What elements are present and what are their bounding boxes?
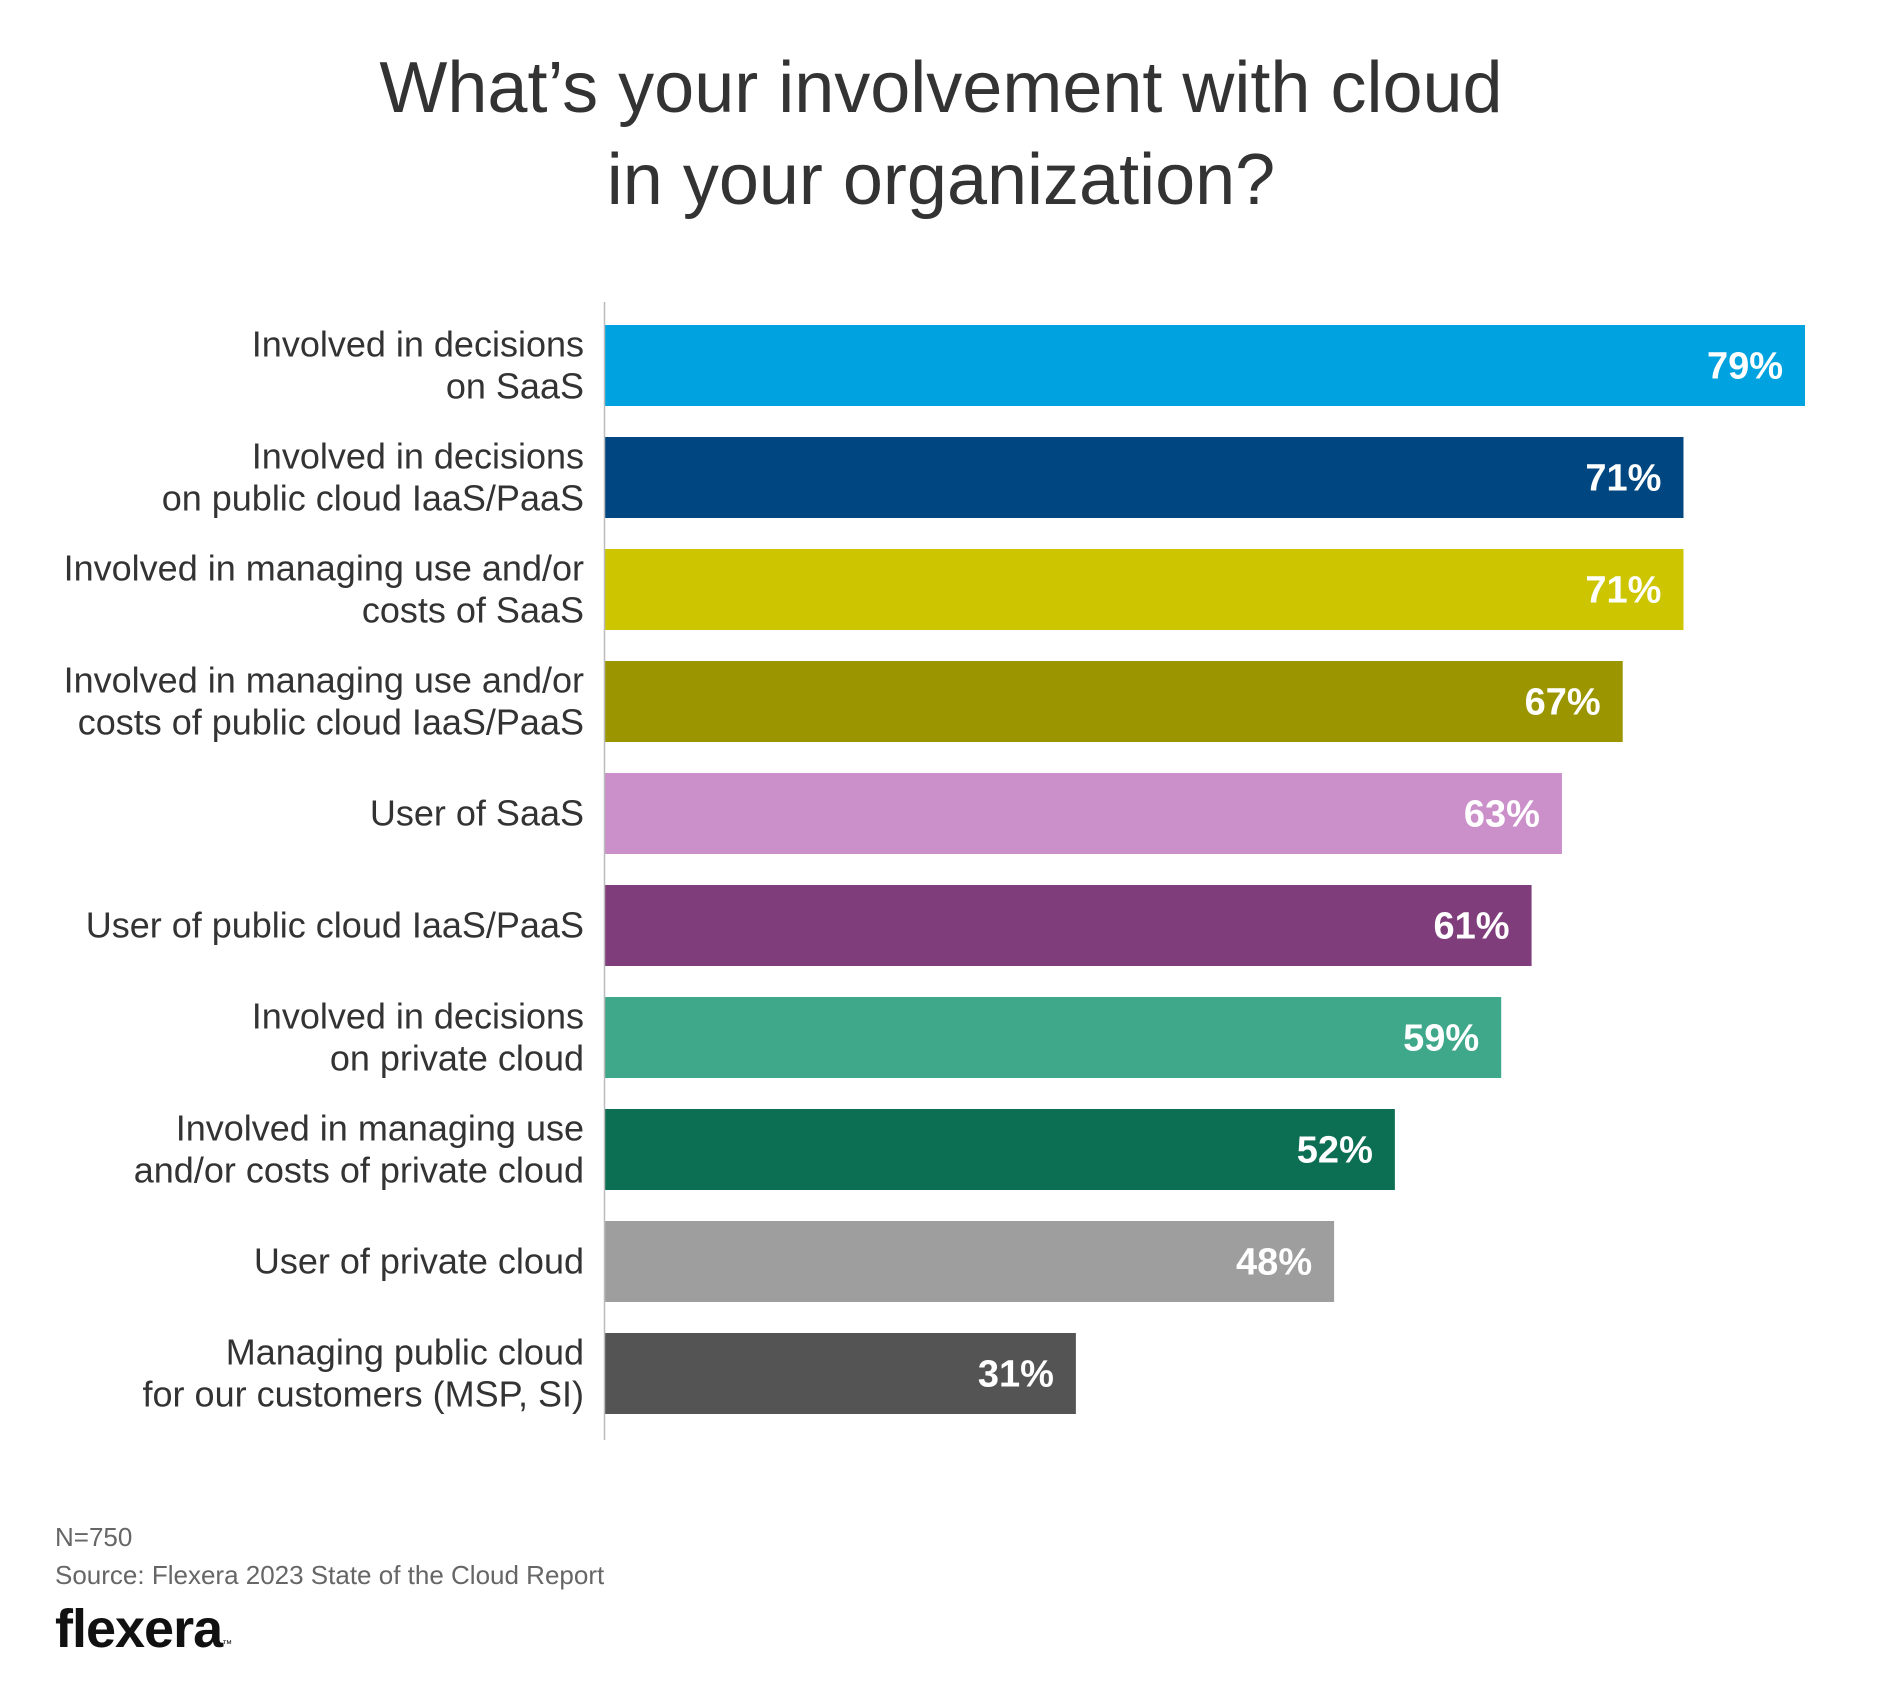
category-label-2-line-2: on public cloud IaaS/PaaS xyxy=(162,478,584,519)
category-label-4-line-1: Involved in managing use and/or xyxy=(64,660,584,701)
value-label-8: 52% xyxy=(1297,1130,1373,1172)
title-line-1: What’s your involvement with cloud xyxy=(379,48,1503,128)
category-label-3-line-2: costs of SaaS xyxy=(362,590,584,631)
category-label-7-line-2: on private cloud xyxy=(330,1038,584,1079)
category-label-1-line-2: on SaaS xyxy=(446,366,584,407)
flexera-logo: flexera™ xyxy=(55,1598,232,1660)
value-label-2: 71% xyxy=(1585,458,1661,500)
bar-4 xyxy=(605,661,1623,742)
category-label-10-line-1: Managing public cloud xyxy=(226,1332,584,1373)
source-note: Source: Flexera 2023 State of the Cloud … xyxy=(55,1560,605,1590)
value-label-9: 48% xyxy=(1236,1242,1312,1284)
category-label-1-line-1: Involved in decisions xyxy=(252,324,584,365)
category-label-9-line-1: User of private cloud xyxy=(254,1241,584,1282)
category-label-10-line-2: for our customers (MSP, SI) xyxy=(143,1374,584,1415)
bar-10 xyxy=(605,1333,1076,1414)
bar-9 xyxy=(605,1221,1335,1302)
bar-1 xyxy=(605,325,1805,406)
title-line-2: in your organization? xyxy=(606,140,1276,220)
logo-wordmark: flexera xyxy=(55,1599,223,1659)
page-title: What’s your involvement with cloud in yo… xyxy=(0,42,1882,226)
bar-5 xyxy=(605,773,1562,854)
value-label-7: 59% xyxy=(1403,1018,1479,1060)
category-label-4-line-2: costs of public cloud IaaS/PaaS xyxy=(78,702,584,743)
category-label-8-line-1: Involved in managing use xyxy=(176,1108,584,1149)
sample-size-note: N=750 xyxy=(55,1522,133,1552)
category-label-5-line-1: User of SaaS xyxy=(370,793,584,834)
category-label-7-line-1: Involved in decisions xyxy=(252,996,584,1037)
category-label-2-line-1: Involved in decisions xyxy=(252,436,584,477)
trademark-mark: ™ xyxy=(222,1639,233,1650)
bar-3 xyxy=(605,549,1684,630)
category-label-6-line-1: User of public cloud IaaS/PaaS xyxy=(86,905,584,946)
value-label-1: 79% xyxy=(1707,346,1783,388)
value-label-5: 63% xyxy=(1464,794,1540,836)
category-label-8-line-2: and/or costs of private cloud xyxy=(134,1150,584,1191)
bar-7 xyxy=(605,997,1502,1078)
value-label-3: 71% xyxy=(1585,570,1661,612)
value-label-6: 61% xyxy=(1434,906,1510,948)
bar-8 xyxy=(605,1109,1395,1190)
value-label-4: 67% xyxy=(1525,682,1601,724)
bar-6 xyxy=(605,885,1532,966)
bar-2 xyxy=(605,437,1684,518)
category-label-3-line-1: Involved in managing use and/or xyxy=(64,548,584,589)
value-label-10: 31% xyxy=(978,1354,1054,1396)
